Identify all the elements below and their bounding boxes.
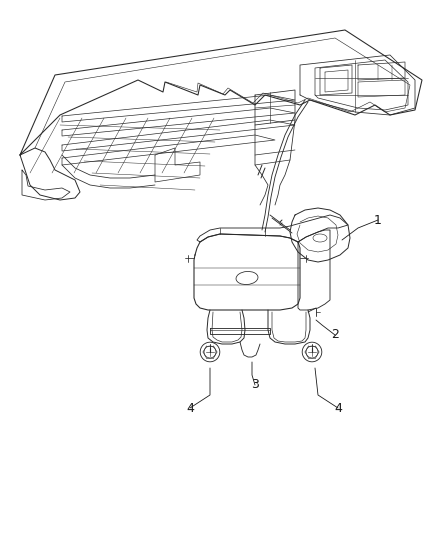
Text: 4: 4 [333, 401, 341, 415]
Text: 1: 1 [373, 214, 381, 227]
Text: 3: 3 [251, 378, 258, 392]
Text: 2: 2 [330, 328, 338, 342]
Text: 4: 4 [186, 401, 194, 415]
